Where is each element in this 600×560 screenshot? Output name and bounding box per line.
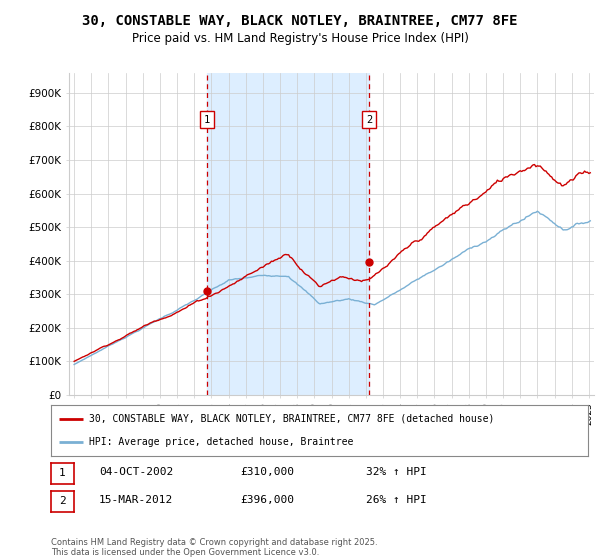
Text: 2: 2: [366, 115, 373, 125]
Text: 2: 2: [59, 496, 66, 506]
Text: Contains HM Land Registry data © Crown copyright and database right 2025.
This d: Contains HM Land Registry data © Crown c…: [51, 538, 377, 557]
Text: 04-OCT-2002: 04-OCT-2002: [99, 466, 173, 477]
Bar: [207, 73, 369, 395]
Text: 1: 1: [204, 115, 210, 125]
Text: 30, CONSTABLE WAY, BLACK NOTLEY, BRAINTREE, CM77 8FE (detached house): 30, CONSTABLE WAY, BLACK NOTLEY, BRAINTR…: [89, 414, 494, 424]
Text: 30, CONSTABLE WAY, BLACK NOTLEY, BRAINTREE, CM77 8FE: 30, CONSTABLE WAY, BLACK NOTLEY, BRAINTR…: [82, 14, 518, 28]
Text: 32% ↑ HPI: 32% ↑ HPI: [366, 466, 427, 477]
Text: Price paid vs. HM Land Registry's House Price Index (HPI): Price paid vs. HM Land Registry's House …: [131, 32, 469, 45]
Text: HPI: Average price, detached house, Braintree: HPI: Average price, detached house, Brai…: [89, 437, 353, 447]
Text: 1: 1: [59, 468, 66, 478]
Text: 15-MAR-2012: 15-MAR-2012: [99, 494, 173, 505]
Text: 26% ↑ HPI: 26% ↑ HPI: [366, 494, 427, 505]
Text: £396,000: £396,000: [240, 494, 294, 505]
Text: £310,000: £310,000: [240, 466, 294, 477]
